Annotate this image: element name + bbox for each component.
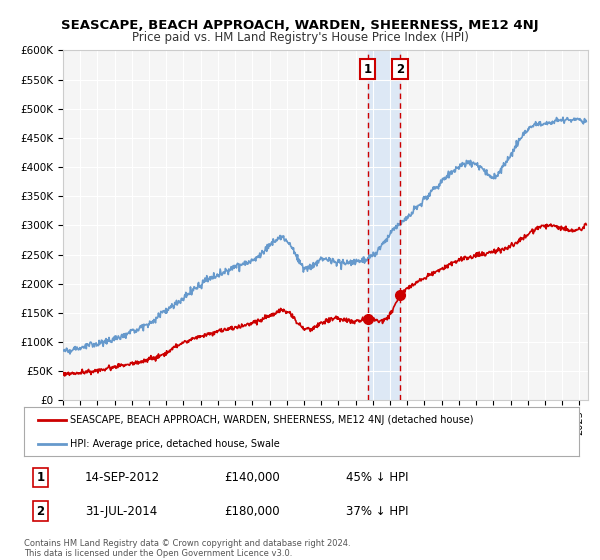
Text: £140,000: £140,000	[224, 471, 280, 484]
Text: 31-JUL-2014: 31-JUL-2014	[85, 505, 157, 518]
Text: Price paid vs. HM Land Registry's House Price Index (HPI): Price paid vs. HM Land Registry's House …	[131, 31, 469, 44]
Text: 37% ↓ HPI: 37% ↓ HPI	[346, 505, 409, 518]
Bar	[368, 50, 400, 400]
Text: 1: 1	[37, 471, 45, 484]
Text: SEASCAPE, BEACH APPROACH, WARDEN, SHEERNESS, ME12 4NJ (detached house): SEASCAPE, BEACH APPROACH, WARDEN, SHEERN…	[70, 416, 473, 426]
Text: Contains HM Land Registry data © Crown copyright and database right 2024.
This d: Contains HM Land Registry data © Crown c…	[24, 539, 350, 558]
Text: HPI: Average price, detached house, Swale: HPI: Average price, detached house, Swal…	[70, 439, 279, 449]
Text: 45% ↓ HPI: 45% ↓ HPI	[346, 471, 409, 484]
Text: SEASCAPE, BEACH APPROACH, WARDEN, SHEERNESS, ME12 4NJ: SEASCAPE, BEACH APPROACH, WARDEN, SHEERN…	[61, 18, 539, 32]
Text: £180,000: £180,000	[224, 505, 280, 518]
Text: 1: 1	[364, 63, 372, 76]
Text: 2: 2	[37, 505, 45, 518]
Text: 14-SEP-2012: 14-SEP-2012	[85, 471, 160, 484]
Text: 2: 2	[396, 63, 404, 76]
